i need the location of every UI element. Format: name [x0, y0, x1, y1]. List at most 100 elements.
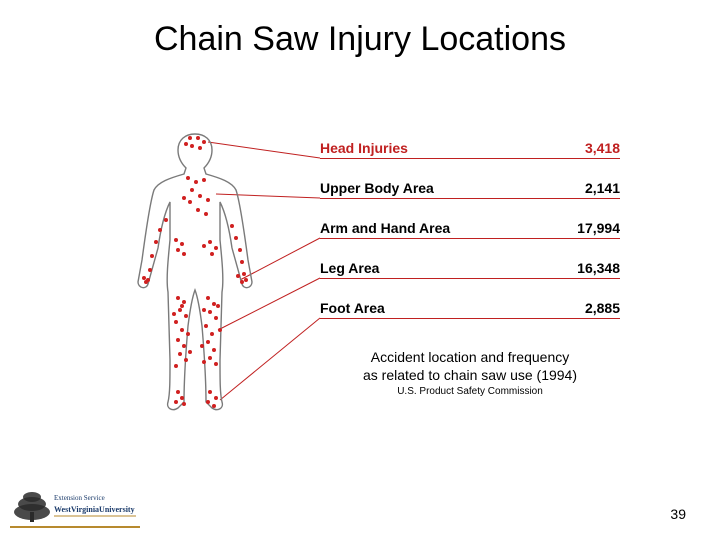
row-label-head: Head Injuries: [320, 140, 408, 156]
injury-dot: [174, 364, 178, 368]
logo-text-top: Extension Service: [54, 494, 105, 502]
caption-line-2: as related to chain saw use (1994): [363, 367, 577, 383]
injury-dot: [212, 302, 216, 306]
injury-dot: [182, 196, 186, 200]
injury-dot: [174, 320, 178, 324]
injury-dot: [178, 352, 182, 356]
injury-dot: [180, 396, 184, 400]
injury-dot: [190, 188, 194, 192]
injury-dot: [230, 224, 234, 228]
injury-dot: [184, 314, 188, 318]
injury-dot: [154, 240, 158, 244]
injury-dot: [186, 332, 190, 336]
injury-dot: [180, 242, 184, 246]
row-label-leg: Leg Area: [320, 260, 379, 276]
row-value-leg: 16,348: [577, 260, 620, 276]
injury-dot: [244, 278, 248, 282]
injury-dot: [180, 328, 184, 332]
row-upper: Upper Body Area 2,141: [320, 180, 620, 199]
injury-dot: [214, 246, 218, 250]
injury-dot: [214, 362, 218, 366]
injury-dot: [180, 304, 184, 308]
injury-dot: [200, 344, 204, 348]
injury-dot: [208, 310, 212, 314]
injury-dot: [198, 194, 202, 198]
injury-dot: [142, 276, 146, 280]
row-leg: Leg Area 16,348: [320, 260, 620, 279]
injury-dot: [186, 176, 190, 180]
slide-title: Chain Saw Injury Locations: [0, 20, 720, 59]
injury-dot: [240, 260, 244, 264]
row-label-arm: Arm and Hand Area: [320, 220, 450, 236]
caption-line-1: Accident location and frequency: [371, 349, 569, 365]
injury-dot: [148, 268, 152, 272]
injury-dot: [184, 142, 188, 146]
injury-dot: [150, 254, 154, 258]
injury-dot: [210, 252, 214, 256]
injury-dot: [202, 308, 206, 312]
injury-dot: [238, 248, 242, 252]
logo-svg: Extension Service WestVirginiaUniversity: [10, 482, 140, 530]
injury-dot: [174, 238, 178, 242]
injury-dot: [176, 390, 180, 394]
row-label-upper: Upper Body Area: [320, 180, 434, 196]
injury-dot: [174, 400, 178, 404]
injury-dot: [242, 272, 246, 276]
logo-text-main: WestVirginiaUniversity: [54, 505, 135, 514]
injury-dot: [236, 274, 240, 278]
injury-dot: [206, 400, 210, 404]
injury-dot: [218, 328, 222, 332]
slide: Chain Saw Injury Locations Head Injuries…: [0, 0, 720, 540]
injury-dot: [214, 316, 218, 320]
injury-dot: [204, 212, 208, 216]
injury-dot: [202, 140, 206, 144]
injury-dot: [176, 296, 180, 300]
body-diagram: [120, 130, 620, 430]
injury-figure: Head Injuries3,418 Upper Body Area 2,141 Ar…: [120, 130, 620, 460]
injury-dot: [182, 300, 186, 304]
injury-dot: [194, 180, 198, 184]
injury-dot: [144, 280, 148, 284]
injury-dot: [208, 240, 212, 244]
injury-dot: [176, 338, 180, 342]
injury-dot: [182, 402, 186, 406]
injury-dot: [196, 136, 200, 140]
injury-dot: [216, 304, 220, 308]
injury-dot: [204, 324, 208, 328]
injury-dot: [208, 356, 212, 360]
injury-dot: [188, 350, 192, 354]
injury-dot: [198, 146, 202, 150]
injury-dot: [182, 252, 186, 256]
leader-line-arm: [240, 238, 320, 280]
injury-dot: [190, 144, 194, 148]
row-foot: Foot Area 2,885: [320, 300, 620, 319]
injury-dot: [202, 178, 206, 182]
injury-dot: [212, 404, 216, 408]
leader-line-foot: [220, 318, 320, 400]
injury-dot: [208, 390, 212, 394]
page-number: 39: [670, 506, 686, 522]
injury-dot: [240, 280, 244, 284]
injury-dot: [188, 200, 192, 204]
row-label-foot: Foot Area: [320, 300, 385, 316]
row-value-arm: 17,994: [577, 220, 620, 236]
injury-dot: [206, 340, 210, 344]
injury-dot: [182, 344, 186, 348]
row-head: Head Injuries3,418: [320, 140, 620, 159]
injury-dot: [206, 296, 210, 300]
injury-dot: [212, 348, 216, 352]
row-value-upper: 2,141: [585, 180, 620, 196]
row-arm: Arm and Hand Area 17,994: [320, 220, 620, 239]
injury-dot: [202, 360, 206, 364]
injury-dot: [210, 332, 214, 336]
leader-line-upper: [216, 194, 320, 198]
injury-dot: [234, 236, 238, 240]
row-value-foot: 2,885: [585, 300, 620, 316]
injury-dot: [176, 248, 180, 252]
injury-dot: [196, 208, 200, 212]
injury-dot: [188, 136, 192, 140]
leader-line-head: [208, 142, 320, 158]
injury-dot: [164, 218, 168, 222]
injury-dot: [202, 244, 206, 248]
injury-dot: [158, 228, 162, 232]
